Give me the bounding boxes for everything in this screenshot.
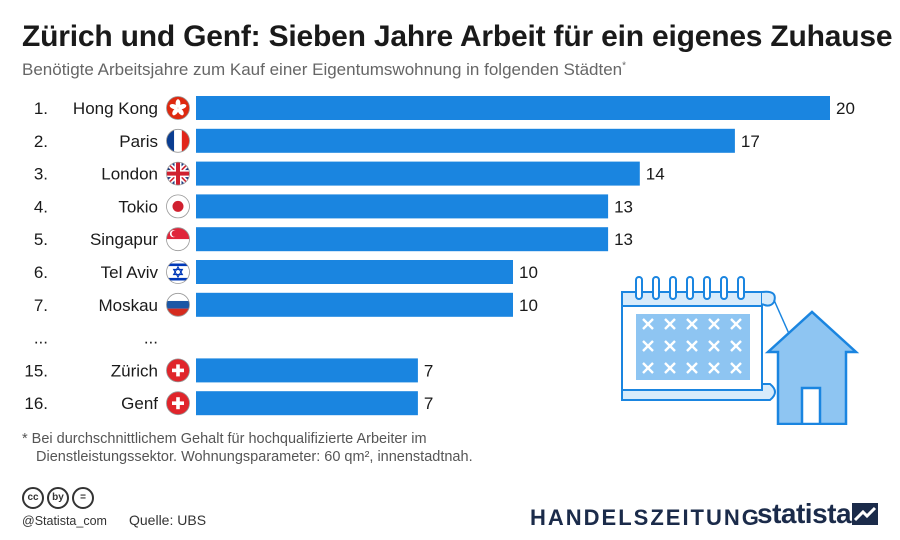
bar	[196, 227, 609, 252]
rank-label: 4.	[34, 197, 48, 216]
chart-row: 6. Tel Aviv 10	[34, 260, 538, 284]
city-label: Zürich	[111, 361, 158, 380]
switzerland-flag-icon	[166, 391, 190, 416]
chart-row: 15. Zürich 7	[24, 358, 433, 383]
chart-row: 16. Genf 7	[24, 391, 433, 416]
rank-label: 7.	[34, 296, 48, 315]
russia-flag-icon	[166, 292, 190, 317]
city-label: Genf	[121, 394, 158, 413]
nd-icon: =	[72, 487, 94, 509]
rank-label: 2.	[34, 132, 48, 151]
statista-logo: statista	[757, 498, 852, 529]
rank-label: 6.	[34, 263, 48, 282]
chart-row: 2. Paris 17	[34, 128, 760, 153]
chart-row: 7. Moskau 10	[34, 292, 538, 317]
singapore-flag-icon	[166, 227, 190, 252]
bar	[196, 391, 418, 416]
switzerland-flag-icon	[166, 358, 190, 383]
value-label: 10	[519, 263, 538, 282]
france-flag-icon	[166, 128, 190, 153]
rank-label: 3.	[34, 165, 48, 184]
hong-kong-flag-icon	[166, 96, 190, 120]
chart-row: 1. Hong Kong 20	[34, 96, 855, 120]
city-label: Moskau	[98, 296, 158, 315]
chart-row: 4. Tokio 13	[34, 194, 633, 219]
rank-label: ...	[34, 329, 48, 348]
calendar-house-illustration	[621, 276, 860, 425]
city-label: London	[101, 165, 158, 184]
value-label: 7	[424, 394, 433, 413]
city-label: Singapur	[90, 230, 158, 249]
value-label: 14	[646, 165, 665, 184]
cc-icon: cc	[22, 487, 44, 509]
value-label: 13	[614, 230, 633, 249]
chart-row: ......	[34, 329, 158, 348]
bar	[196, 260, 513, 284]
bar-chart: 1. Hong Kong 20 2. Paris 17 3. London 14 4. Tokio 1…	[24, 96, 860, 425]
israel-flag-icon	[166, 260, 190, 284]
value-label: 7	[424, 361, 433, 380]
chart-row: 3. London 14	[34, 161, 665, 186]
license-icons: cc by =	[22, 487, 94, 509]
bar	[196, 194, 609, 219]
statista-logo-icon	[852, 503, 878, 525]
bar	[196, 161, 640, 186]
value-label: 10	[519, 296, 538, 315]
bar	[196, 128, 735, 153]
rank-label: 15.	[24, 361, 48, 380]
city-label: Paris	[119, 132, 158, 151]
statista-handle[interactable]: @Statista_com	[22, 514, 107, 528]
footnote: * Bei durchschnittlichem Gehalt für hoch…	[22, 431, 473, 465]
handelszeitung-logo: HANDELSZEITUNG	[530, 505, 761, 530]
chart-row: 5. Singapur 13	[34, 227, 633, 252]
value-label: 13	[614, 197, 633, 216]
rank-label: 5.	[34, 230, 48, 249]
value-label: 17	[741, 132, 760, 151]
chart-subtitle: Benötigte Arbeitsjahre zum Kauf einer Ei…	[22, 60, 627, 79]
city-label: ...	[144, 329, 158, 348]
city-label: Hong Kong	[73, 99, 158, 118]
japan-flag-icon	[166, 194, 190, 219]
by-icon: by	[47, 487, 69, 509]
bar	[196, 96, 830, 120]
city-label: Tel Aviv	[101, 263, 159, 282]
chart-title: Zürich und Genf: Sieben Jahre Arbeit für…	[22, 20, 893, 53]
value-label: 20	[836, 99, 855, 118]
uk-flag-icon	[166, 161, 190, 186]
bar	[196, 292, 513, 317]
bar	[196, 358, 418, 383]
rank-label: 16.	[24, 394, 48, 413]
rank-label: 1.	[34, 99, 48, 118]
source-label: Quelle: UBS	[129, 512, 207, 528]
city-label: Tokio	[118, 197, 158, 216]
